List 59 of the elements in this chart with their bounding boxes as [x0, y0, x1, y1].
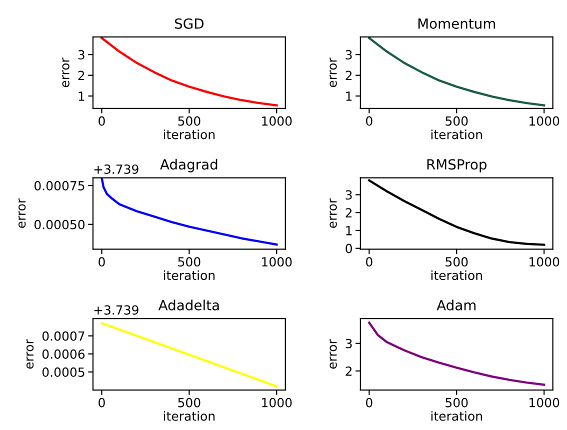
x-tick-label: 1000: [530, 398, 560, 408]
x-tick-label: 0: [366, 257, 372, 267]
x-tick-label: 500: [446, 116, 468, 126]
y-tick-label: 2: [346, 366, 352, 376]
x-tick-label: 1000: [262, 116, 292, 126]
y-axis-title: error: [330, 58, 337, 88]
y-tick-label: 1: [346, 226, 352, 236]
y-tick-label: 0.00075: [34, 181, 84, 190]
y-tick-label: 3: [346, 338, 352, 348]
y-tick-label: 0.0007: [42, 331, 84, 341]
x-axis-title: iteration: [164, 130, 215, 140]
line-series: [368, 322, 546, 386]
chart-title: Momentum: [418, 18, 496, 29]
y-tick-label: 0.0005: [42, 367, 84, 377]
y-tick-label: 1: [78, 92, 84, 101]
y-axis-title: error: [330, 198, 337, 228]
y-tick-label: 2: [346, 208, 352, 218]
x-tick-label: 1000: [530, 116, 560, 126]
chart-title: Adagrad: [160, 158, 218, 172]
x-tick-label: 0: [98, 398, 105, 408]
x-tick-label: 0: [98, 257, 105, 267]
y-axis-title: error: [62, 58, 70, 88]
line-series: [100, 36, 278, 106]
y-tick-label: 2: [78, 70, 84, 80]
x-axis-title: iteration: [431, 130, 482, 140]
line-series: [368, 36, 546, 106]
x-axis-title: iteration: [164, 270, 215, 280]
x-tick-label: 1000: [262, 398, 292, 408]
x-tick-label: 500: [178, 116, 200, 126]
y-tick-label: 3: [346, 50, 352, 60]
y-tick-label: 3: [78, 50, 84, 60]
y-tick-label: 0.0006: [42, 349, 85, 359]
text: +3.739: [94, 305, 138, 315]
y-tick-label: 2: [346, 70, 352, 80]
y-tick-label: 0: [346, 244, 352, 254]
chart-title: RMSProp: [427, 159, 487, 172]
x-tick-label: 0: [366, 116, 372, 126]
x-tick-label: 0: [366, 398, 372, 408]
x-tick-label: 500: [178, 398, 200, 408]
x-tick-label: 1000: [262, 257, 292, 267]
x-tick-label: 500: [446, 257, 468, 267]
x-tick-label: 500: [178, 257, 200, 267]
chart-title: Adam: [436, 300, 476, 310]
line-series: [100, 178, 278, 246]
text: +3.739: [94, 164, 138, 174]
y-tick-label: 3: [346, 190, 352, 200]
x-tick-label: 0: [98, 116, 105, 126]
y-axis-title: error: [330, 339, 337, 369]
x-axis-title: iteration: [431, 411, 482, 421]
y-axis-title: error: [18, 198, 26, 228]
x-axis-title: iteration: [164, 411, 215, 421]
y-tick-label: 1: [346, 92, 352, 101]
x-axis-title: iteration: [431, 270, 482, 280]
chart-title: SGD: [174, 18, 204, 29]
chart-title: Adadelta: [158, 300, 219, 310]
y-tick-label: 0.00050: [34, 220, 85, 230]
x-tick-label: 1000: [530, 257, 560, 267]
y-axis-title: error: [26, 339, 34, 369]
x-tick-label: 500: [446, 398, 468, 408]
